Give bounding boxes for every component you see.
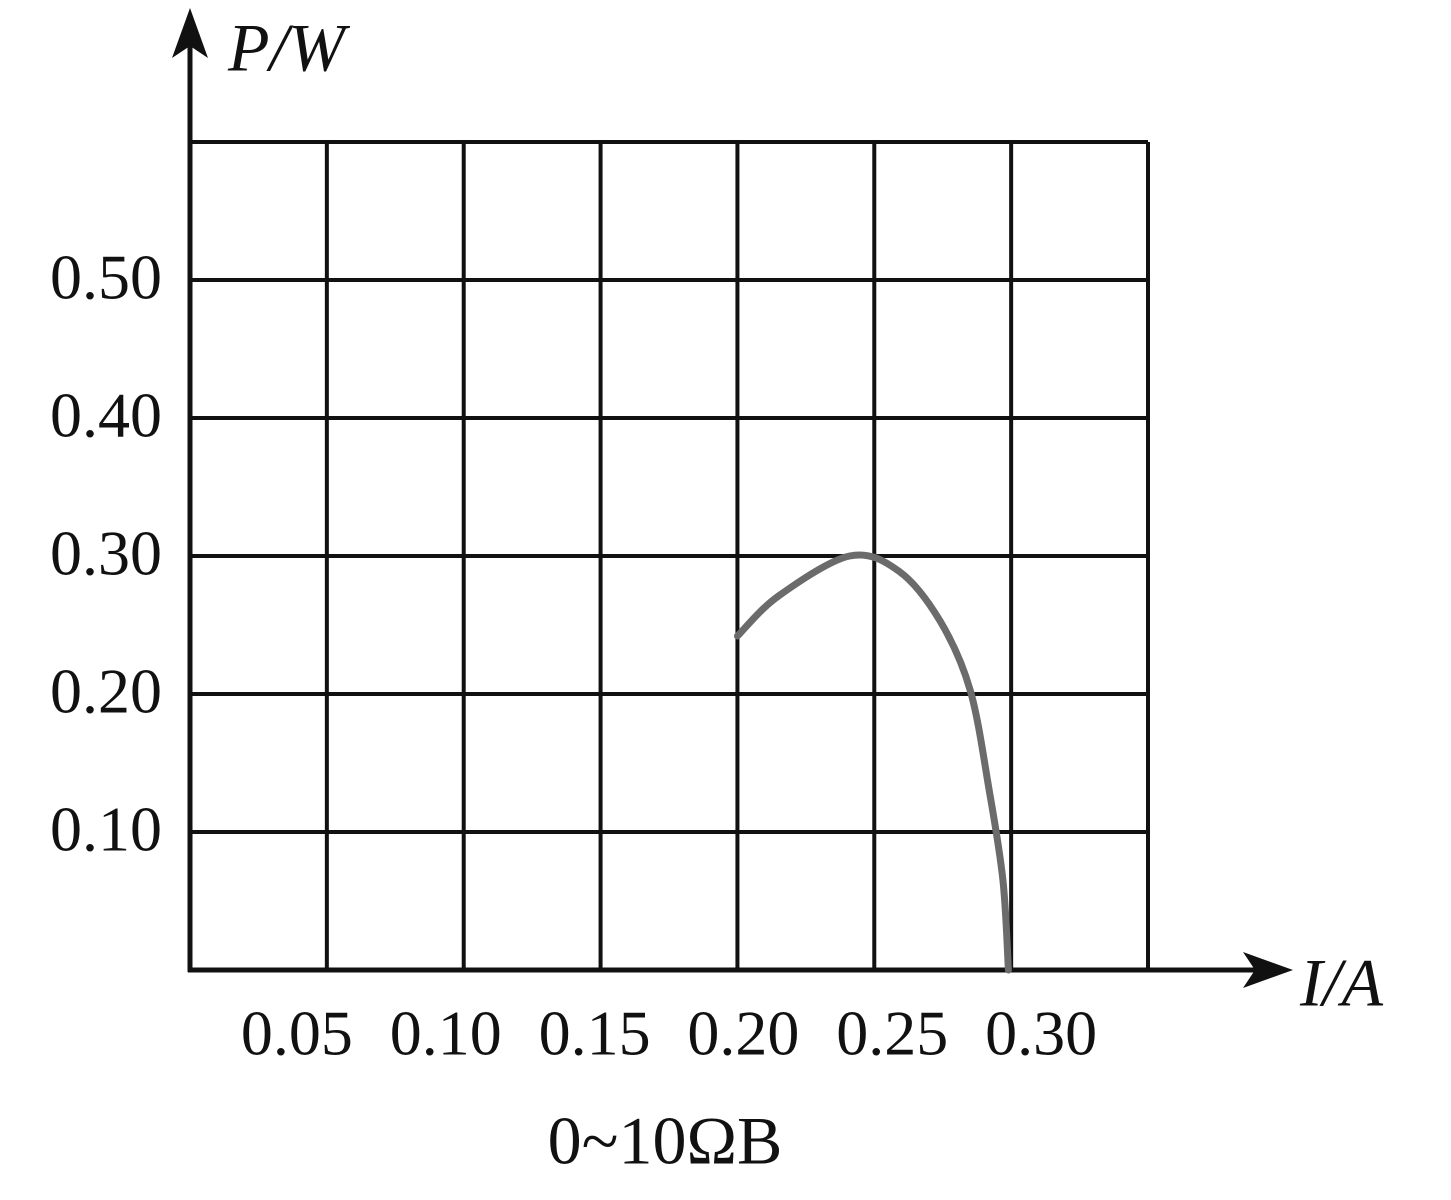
y-axis-label: P/W: [227, 10, 350, 86]
y-tick-label: 0.50: [50, 242, 162, 313]
power-curve: [733, 551, 1012, 974]
x-tick-label: 0.20: [687, 998, 799, 1069]
x-tick-label: 0.30: [985, 998, 1097, 1069]
y-tick-label: 0.40: [50, 380, 162, 451]
caption: 0~10ΩB: [548, 1103, 783, 1179]
x-tick-label: 0.25: [836, 998, 948, 1069]
x-tick-label: 0.15: [539, 998, 651, 1069]
x-axis-label: I/A: [1299, 945, 1384, 1021]
x-tick-label: 0.05: [241, 998, 353, 1069]
y-tick-label: 0.10: [50, 794, 162, 865]
x-axis-arrow: [1243, 952, 1293, 988]
x-tick-label: 0.10: [390, 998, 502, 1069]
y-tick-label: 0.30: [50, 518, 162, 589]
y-axis-arrow: [172, 8, 208, 58]
y-tick-label: 0.20: [50, 656, 162, 727]
